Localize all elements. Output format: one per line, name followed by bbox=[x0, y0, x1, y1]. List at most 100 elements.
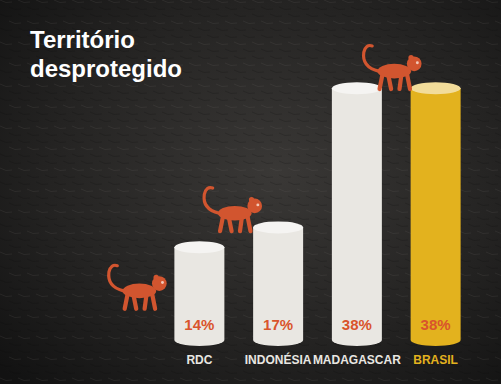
fur-stroke bbox=[432, 0, 444, 3]
fur-stroke bbox=[468, 238, 480, 241]
fur-stroke bbox=[243, 63, 255, 66]
fur-stroke bbox=[387, 259, 399, 262]
fur-stroke bbox=[9, 231, 21, 234]
fur-stroke bbox=[108, 252, 120, 255]
fur-stroke bbox=[135, 371, 147, 374]
fur-stroke bbox=[414, 0, 426, 3]
fur-stroke bbox=[270, 196, 282, 199]
fur-stroke bbox=[0, 56, 12, 59]
fur-stroke bbox=[90, 140, 102, 143]
fur-stroke bbox=[117, 175, 129, 178]
fur-stroke bbox=[360, 0, 372, 3]
fur-stroke bbox=[90, 252, 102, 255]
fur-stroke bbox=[18, 308, 30, 311]
fur-stroke bbox=[54, 84, 66, 87]
fur-stroke bbox=[162, 84, 174, 87]
fur-stroke bbox=[369, 77, 381, 80]
fur-stroke bbox=[495, 203, 501, 206]
fur-stroke bbox=[126, 182, 138, 185]
fur-stroke bbox=[396, 42, 408, 45]
fur-stroke bbox=[396, 280, 408, 283]
fur-stroke bbox=[0, 182, 12, 185]
fur-stroke bbox=[72, 0, 84, 3]
fur-stroke bbox=[351, 77, 363, 80]
fur-stroke bbox=[27, 189, 39, 192]
fur-stroke bbox=[486, 238, 498, 241]
fur-stroke bbox=[261, 7, 273, 10]
fur-stroke bbox=[387, 371, 399, 374]
fur-stroke bbox=[153, 105, 165, 108]
fur-stroke bbox=[234, 196, 246, 199]
fur-stroke bbox=[459, 273, 471, 276]
fur-stroke bbox=[486, 112, 498, 115]
fur-stroke bbox=[468, 308, 480, 311]
fur-stroke bbox=[315, 315, 327, 318]
fur-stroke bbox=[162, 378, 174, 381]
fur-stroke bbox=[144, 42, 156, 45]
fur-stroke bbox=[270, 84, 282, 87]
fur-stroke bbox=[45, 119, 57, 122]
fur-stroke bbox=[468, 98, 480, 101]
fur-stroke bbox=[45, 357, 57, 360]
fur-stroke bbox=[36, 196, 48, 199]
fur-stroke bbox=[288, 154, 300, 157]
fur-stroke bbox=[99, 371, 111, 374]
fur-stroke bbox=[387, 175, 399, 178]
fur-stroke bbox=[81, 231, 93, 234]
fur-stroke bbox=[63, 315, 75, 318]
bar-top bbox=[253, 221, 303, 233]
fur-stroke bbox=[18, 140, 30, 143]
fur-stroke bbox=[252, 140, 264, 143]
fur-stroke bbox=[288, 28, 300, 31]
fur-stroke bbox=[396, 140, 408, 143]
fur-stroke bbox=[216, 182, 228, 185]
fur-stroke bbox=[468, 350, 480, 353]
fur-stroke bbox=[261, 105, 273, 108]
fur-stroke bbox=[135, 7, 147, 10]
fur-stroke bbox=[36, 140, 48, 143]
fur-stroke bbox=[396, 168, 408, 171]
fur-stroke bbox=[207, 91, 219, 94]
fur-stroke bbox=[315, 105, 327, 108]
fur-stroke bbox=[243, 371, 255, 374]
fur-stroke bbox=[0, 196, 12, 199]
fur-stroke bbox=[342, 42, 354, 45]
fur-stroke bbox=[135, 329, 147, 332]
fur-stroke bbox=[36, 238, 48, 241]
fur-stroke bbox=[36, 378, 48, 381]
fur-stroke bbox=[423, 49, 435, 52]
fur-stroke bbox=[45, 105, 57, 108]
fur-stroke bbox=[153, 21, 165, 24]
fur-stroke bbox=[459, 343, 471, 346]
fur-stroke bbox=[459, 63, 471, 66]
fur-stroke bbox=[135, 175, 147, 178]
fur-stroke bbox=[423, 7, 435, 10]
fur-stroke bbox=[135, 273, 147, 276]
fur-stroke bbox=[99, 301, 111, 304]
fur-stroke bbox=[207, 105, 219, 108]
fur-stroke bbox=[342, 56, 354, 59]
fur-stroke bbox=[9, 217, 21, 220]
fur-stroke bbox=[90, 168, 102, 171]
fur-stroke bbox=[360, 378, 372, 381]
fur-stroke bbox=[486, 252, 498, 255]
fur-stroke bbox=[99, 119, 111, 122]
fur-stroke bbox=[459, 371, 471, 374]
fur-stroke bbox=[270, 98, 282, 101]
fur-stroke bbox=[297, 35, 309, 38]
fur-stroke bbox=[387, 343, 399, 346]
fur-stroke bbox=[117, 203, 129, 206]
fur-stroke bbox=[54, 98, 66, 101]
fur-stroke bbox=[477, 287, 489, 290]
fur-stroke bbox=[450, 70, 462, 73]
fur-stroke bbox=[144, 378, 156, 381]
fur-stroke bbox=[234, 98, 246, 101]
fur-stroke bbox=[261, 21, 273, 24]
fur-stroke bbox=[18, 280, 30, 283]
fur-stroke bbox=[108, 140, 120, 143]
fur-stroke bbox=[144, 322, 156, 325]
fur-stroke bbox=[387, 91, 399, 94]
fur-stroke bbox=[81, 343, 93, 346]
fur-stroke bbox=[279, 147, 291, 150]
monkey-ear bbox=[408, 55, 413, 60]
